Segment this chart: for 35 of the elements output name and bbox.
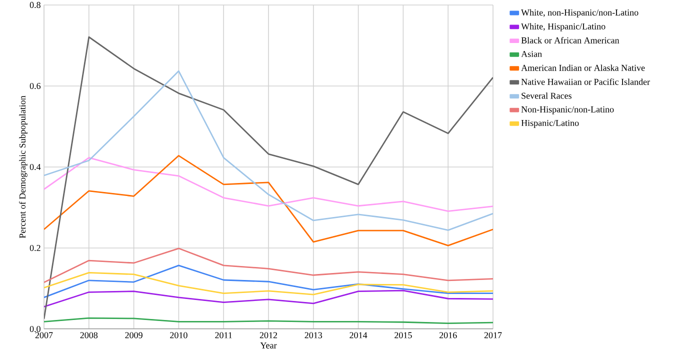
legend-label: Non-Hispanic/non-Latino [521, 106, 614, 114]
y-tick-label: 0.0 [30, 326, 40, 332]
line-series [44, 36, 494, 320]
line-series [44, 248, 494, 284]
line-series [44, 264, 494, 298]
line-series [44, 272, 494, 296]
x-tick-label: 2015 [394, 332, 412, 338]
x-tick-label: 2014 [350, 332, 368, 338]
x-tick-label: 2013 [304, 332, 322, 338]
legend-label: White, non-Hispanic/non-Latino [521, 9, 638, 18]
legend-label: White, Hispanic/Latino [521, 23, 606, 32]
legend-label: Hispanic/Latino [521, 120, 579, 128]
x-tick-label: 2010 [170, 332, 188, 338]
y-tick-label: 0.2 [30, 244, 40, 252]
legend-label: Native Hawaiian or Pacific Islander [521, 78, 650, 85]
x-tick-label: 2016 [440, 332, 457, 338]
y-tick-label: 0.4 [30, 164, 41, 170]
x-tick-label: 2011 [215, 332, 232, 338]
x-tick-label: 2009 [125, 332, 142, 338]
line-series [44, 290, 494, 308]
legend-label: Black or African American [521, 36, 620, 44]
y-tick-label: 0.8 [30, 2, 40, 8]
y-tick-label: 0.6 [30, 82, 41, 90]
legend-label: American Indian or Alaska Native [521, 64, 645, 71]
line-series [44, 154, 494, 246]
legend-label: Several Races [522, 92, 572, 99]
y-axis-title: Percent of Demographic Subpopulation [19, 96, 28, 238]
x-tick-label: 2017 [484, 332, 502, 338]
x-tick-label: 2007 [35, 332, 53, 338]
x-tick-label: 2012 [260, 332, 278, 338]
legend-label: Asian [521, 50, 542, 58]
line-series [44, 156, 494, 212]
line-series [44, 70, 494, 231]
x-tick-label: 2008 [80, 332, 98, 338]
x-axis-title: Year [260, 342, 277, 348]
